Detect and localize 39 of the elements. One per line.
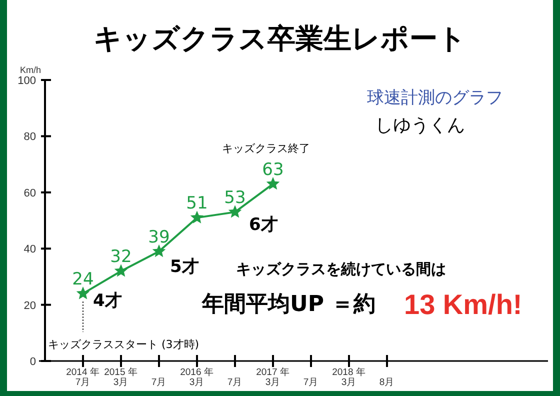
x-tick-label: 2017 年 3月: [256, 366, 290, 388]
x-tick-label: 7月: [303, 377, 319, 388]
y-tick-label: 40: [24, 244, 36, 256]
annotation: 5才: [170, 257, 199, 277]
x-tick-label: 7月: [151, 377, 167, 388]
data-label: 24: [72, 270, 94, 290]
x-tick-label: 2016 年 3月: [180, 366, 214, 388]
point: [114, 264, 128, 277]
point: [152, 244, 166, 258]
x-tick-label: 7月: [227, 377, 243, 388]
annotation: 年間平均UP ＝約: [201, 292, 376, 317]
annotation: 4才: [93, 291, 122, 311]
point: [76, 286, 90, 300]
data-label: 63: [262, 160, 284, 180]
y-tick-label: 80: [24, 131, 36, 144]
y-tick-label: 100: [18, 75, 36, 87]
text: 球速計測のグラフ: [367, 88, 503, 108]
data-label: 51: [186, 194, 208, 214]
chart-title: キッズクラス卒業生レポート: [94, 22, 466, 55]
data-label: 39: [148, 227, 170, 248]
annotation: 6才: [249, 215, 278, 235]
point: [266, 176, 280, 190]
annotation: キッズクラス終了: [222, 142, 310, 155]
x-tick-label: 8月: [379, 377, 395, 388]
y-axis-title: Km/h: [20, 65, 42, 75]
x-tick-label: 2014 年 7月: [66, 366, 100, 388]
data-label: 53: [224, 188, 246, 208]
x-tick-label: 2018 年 3月: [332, 366, 366, 388]
y-tick-label: 0: [30, 356, 36, 368]
annotation: しゆうくん: [375, 115, 465, 136]
point: [190, 210, 204, 224]
data-label: 32: [110, 247, 132, 268]
x-tick-label: 2015 年 3月: [104, 366, 138, 388]
annotation: キッズクラスを続けている間は: [236, 260, 446, 278]
y-tick-label: 60: [24, 187, 36, 200]
point: [228, 205, 242, 218]
annotation: キッズクラススタート (3才時): [48, 338, 200, 351]
annotation: 13 Km/h!: [404, 289, 522, 320]
y-tick-label: 20: [24, 300, 36, 312]
